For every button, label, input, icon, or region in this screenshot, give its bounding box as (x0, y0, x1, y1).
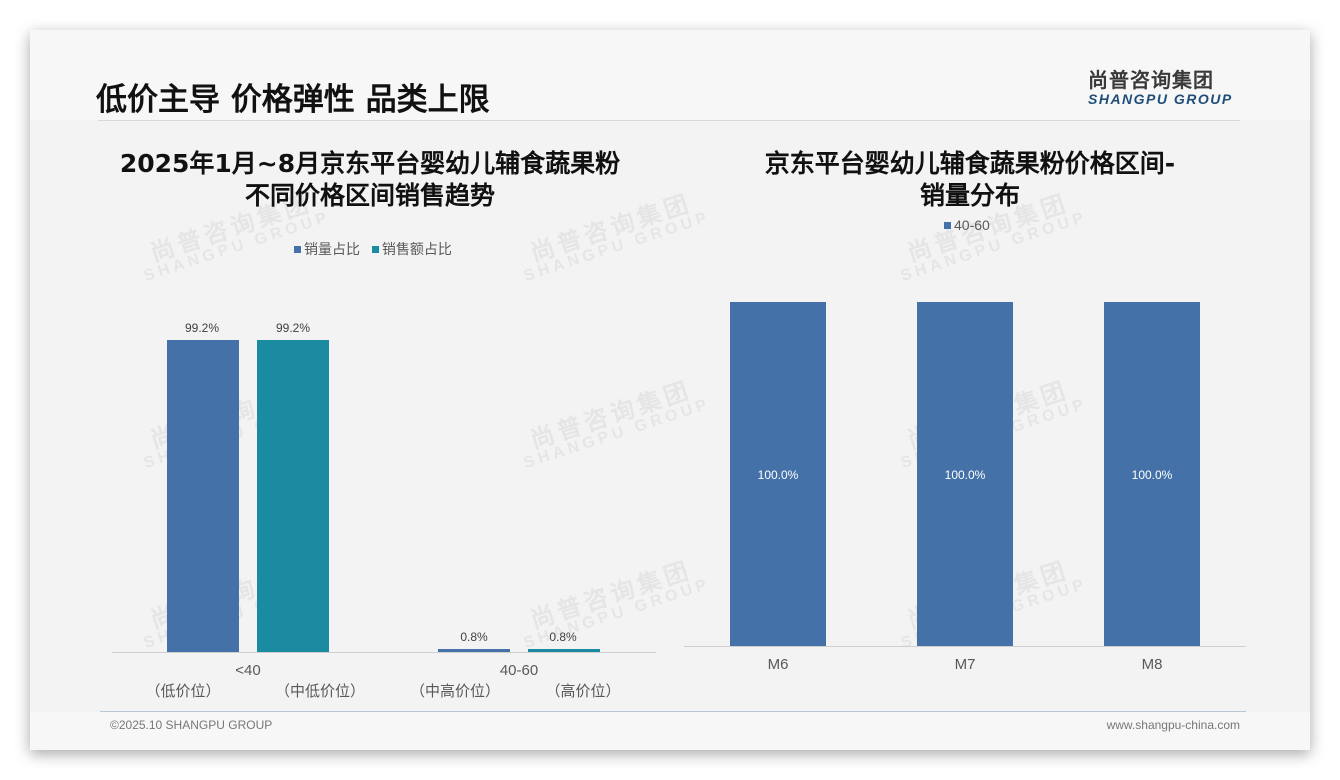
footer-divider (100, 711, 1246, 712)
bar-volume-lt40 (167, 340, 239, 652)
bar-m7 (917, 302, 1013, 646)
bar-m6 (730, 302, 826, 646)
right-chart-x-axis (684, 646, 1246, 647)
legend-swatch-volume (294, 245, 301, 253)
legend-label-40-60: 40-60 (954, 217, 990, 233)
category-label: M7 (954, 656, 976, 673)
price-tier-label: （中高价位） (409, 683, 500, 700)
category-label: M6 (767, 656, 789, 673)
left-chart-legend: 销量占比 销售额占比 (294, 239, 460, 259)
bar-label: 99.2% (184, 321, 220, 335)
right-chart-legend: 40-60 (944, 217, 998, 233)
bar-sales-lt40 (257, 340, 329, 652)
page-title: 低价主导 价格弹性 品类上限 (96, 82, 490, 118)
price-tier-label: （中低价位） (274, 683, 365, 700)
price-tier-label: （高价位） (545, 683, 621, 700)
bar-label: 0.8% (460, 630, 488, 644)
legend-item-sales: 销售额占比 (371, 241, 452, 257)
category-label: 40-60 (499, 662, 539, 679)
legend-item-volume: 销量占比 (294, 241, 360, 257)
bar-volume-40-60 (438, 649, 510, 652)
bar-sales-40-60 (528, 649, 600, 652)
bar-value-label: 100.0% (1131, 468, 1173, 482)
legend-swatch-40-60 (944, 221, 951, 229)
logo-en-text: SHANGPU GROUP (1088, 91, 1233, 107)
legend-label-volume: 销量占比 (304, 241, 360, 257)
logo-cn-text: 尚普咨询集团 (1088, 68, 1214, 92)
bar-value-label: 100.0% (944, 468, 986, 482)
right-chart-title-line1: 京东平台婴幼儿辅食蔬果粉价格区间- (764, 149, 1176, 178)
left-chart-x-axis (112, 652, 656, 653)
left-chart-title: 2025年1月~8月京东平台婴幼儿辅食蔬果粉 不同价格区间销售趋势 (110, 148, 630, 212)
category-label: M8 (1141, 656, 1163, 673)
left-chart-title-line2: 不同价格区间销售趋势 (244, 181, 495, 210)
left-chart-title-line1: 2025年1月~8月京东平台婴幼儿辅食蔬果粉 (119, 149, 621, 178)
bar-m8 (1104, 302, 1200, 646)
legend-item-40-60: 40-60 (944, 217, 990, 233)
header-band (30, 30, 1310, 120)
bar-label: 0.8% (549, 630, 577, 644)
right-chart-title: 京东平台婴幼儿辅食蔬果粉价格区间- 销量分布 (710, 148, 1230, 212)
company-logo: 尚普咨询集团 SHANGPU GROUP (1088, 64, 1248, 107)
footer-band (30, 712, 1310, 750)
price-tier-label: （低价位） (145, 683, 221, 700)
legend-label-sales: 销售额占比 (381, 241, 452, 257)
category-label: <40 (235, 662, 261, 679)
copyright-text: ©2025.10 SHANGPU GROUP (110, 718, 273, 732)
bar-label: 99.2% (275, 321, 311, 335)
right-chart-title-line2: 销量分布 (919, 181, 1020, 210)
header-divider (98, 120, 1240, 121)
legend-swatch-sales (371, 245, 379, 253)
website-link[interactable]: www.shangpu-china.com (1106, 718, 1240, 732)
slide: 尚普咨询集团 SHANGPU GROUP 尚普咨询集团 SHANGPU GROUP … (30, 30, 1310, 750)
bar-value-label: 100.0% (757, 468, 799, 482)
